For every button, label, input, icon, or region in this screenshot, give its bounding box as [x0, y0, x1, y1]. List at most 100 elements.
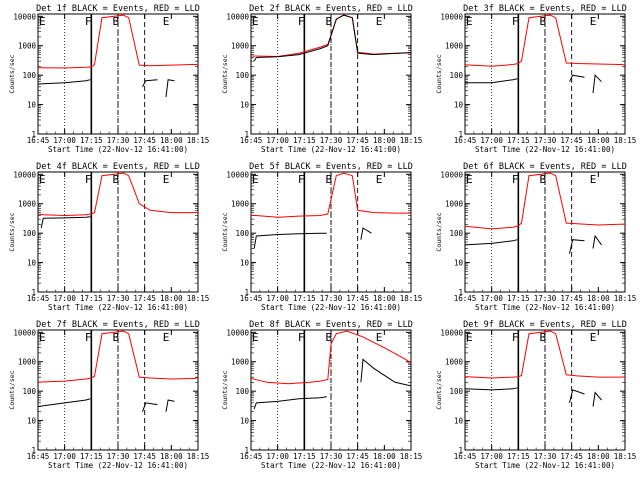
- series-red-lld: [251, 330, 411, 385]
- chart-panel-5: Det 5f BLACK = Events, RED = LLD 1 10 100 10…: [221, 162, 422, 312]
- x-tick-label: 17:45: [133, 136, 156, 145]
- y-axis-label: Counts/sec: [435, 370, 443, 409]
- series-black-events: [592, 391, 602, 407]
- x-tick-label: 18:15: [187, 136, 210, 145]
- y-tick-label: 10000: [13, 170, 36, 179]
- y-tick-label: 10: [454, 259, 464, 268]
- interval-marker-label: E: [163, 15, 170, 28]
- series-black-events: [253, 14, 411, 62]
- chart-title: Det 5f BLACK = Events, RED = LLD: [249, 162, 413, 172]
- y-axis-label: Counts/sec: [435, 212, 443, 251]
- interval-marker-label: F: [298, 173, 305, 186]
- y-tick-label: 10000: [440, 170, 463, 179]
- x-tick-label: 17:30: [320, 452, 343, 461]
- y-tick-label: 1: [244, 288, 249, 297]
- y-tick-label: 10: [27, 259, 37, 268]
- x-tick-label: 17:15: [507, 452, 530, 461]
- interval-marker-label: E: [252, 173, 259, 186]
- y-tick-label: 10: [240, 101, 250, 110]
- interval-marker-label: E: [590, 331, 597, 344]
- series-black-events: [142, 402, 158, 412]
- x-tick-label: 16:45: [454, 294, 477, 303]
- interval-marker-label: B: [326, 331, 333, 344]
- series-black-events: [592, 234, 602, 249]
- y-tick-label: 1: [458, 130, 463, 139]
- interval-marker-label: E: [376, 173, 383, 186]
- x-tick-label: 18:00: [587, 136, 610, 145]
- series-black-events: [38, 398, 91, 409]
- chart-panel-4: Det 4f BLACK = Events, RED = LLD 1 10 100 10…: [8, 162, 209, 312]
- chart-panel-3: Det 3f BLACK = Events, RED = LLD 1 10 100 10…: [435, 4, 636, 154]
- interval-marker-label: B: [326, 15, 333, 28]
- interval-marker-label: B: [113, 173, 120, 186]
- interval-marker-label: E: [39, 15, 46, 28]
- x-tick-label: 17:15: [80, 136, 103, 145]
- series-black-events: [165, 399, 175, 412]
- interval-marker-label: E: [252, 331, 259, 344]
- y-tick-label: 1000: [445, 358, 464, 367]
- x-tick-label: 17:00: [266, 294, 289, 303]
- y-tick-label: 1: [244, 130, 249, 139]
- chart-panel-2: Det 2f BLACK = Events, RED = LLD 1 10 100 10…: [221, 4, 422, 154]
- y-tick-label: 1000: [18, 200, 37, 209]
- y-tick-label: 10: [454, 101, 464, 110]
- y-axis-label: Counts/sec: [221, 54, 229, 93]
- interval-marker-label: F: [512, 331, 519, 344]
- x-tick-label: 17:15: [293, 452, 316, 461]
- x-tick-label: 18:00: [587, 452, 610, 461]
- interval-marker-label: B: [540, 173, 547, 186]
- y-tick-label: 1000: [18, 358, 37, 367]
- x-axis-label: Start Time (22-Nov-12 16:41:00): [261, 145, 401, 154]
- x-tick-label: 17:15: [293, 294, 316, 303]
- y-tick-label: 10000: [226, 328, 249, 337]
- x-tick-label: 17:00: [53, 294, 76, 303]
- x-tick-label: 17:30: [534, 294, 557, 303]
- y-tick-label: 1: [31, 288, 36, 297]
- series-red-lld: [38, 172, 198, 217]
- series-black-events: [165, 79, 175, 98]
- y-tick-label: 1: [31, 446, 36, 455]
- series-red-lld: [465, 172, 625, 230]
- interval-marker-label: F: [512, 173, 519, 186]
- y-tick-label: 100: [449, 387, 463, 396]
- interval-marker-label: E: [376, 15, 383, 28]
- interval-marker-label: F: [85, 173, 92, 186]
- y-tick-label: 10000: [226, 170, 249, 179]
- x-tick-label: 18:00: [160, 294, 183, 303]
- x-tick-label: 17:15: [507, 136, 530, 145]
- series-red-lld: [38, 14, 198, 69]
- series-black-events: [360, 358, 411, 387]
- y-tick-label: 1: [244, 446, 249, 455]
- x-tick-label: 17:30: [107, 452, 130, 461]
- y-tick-label: 10000: [440, 328, 463, 337]
- series-black-events: [465, 78, 518, 85]
- y-axis-label: Counts/sec: [221, 370, 229, 409]
- y-tick-label: 1000: [445, 42, 464, 51]
- x-axis-label: Start Time (22-Nov-12 16:41:00): [48, 303, 188, 312]
- x-axis-label: Start Time (22-Nov-12 16:41:00): [48, 461, 188, 470]
- x-tick-label: 17:30: [107, 136, 130, 145]
- series-red-lld: [38, 330, 198, 383]
- x-tick-label: 16:45: [454, 452, 477, 461]
- x-tick-label: 17:45: [560, 294, 583, 303]
- interval-marker-label: F: [85, 331, 92, 344]
- interval-marker-label: B: [326, 173, 333, 186]
- x-tick-label: 17:45: [560, 136, 583, 145]
- interval-marker-label: B: [540, 15, 547, 28]
- y-tick-label: 1000: [231, 42, 250, 51]
- series-black-events: [253, 232, 327, 249]
- series-black-events: [40, 216, 91, 229]
- interval-marker-label: E: [163, 331, 170, 344]
- interval-marker-label: B: [113, 331, 120, 344]
- chart-title: Det 8f BLACK = Events, RED = LLD: [249, 320, 413, 330]
- y-tick-label: 10: [454, 417, 464, 426]
- chart-title: Det 7f BLACK = Events, RED = LLD: [36, 320, 200, 330]
- x-tick-label: 17:45: [346, 452, 369, 461]
- y-tick-label: 100: [449, 229, 463, 238]
- interval-marker-label: E: [590, 15, 597, 28]
- y-tick-label: 100: [22, 387, 36, 396]
- chart-title: Det 3f BLACK = Events, RED = LLD: [463, 4, 627, 14]
- series-red-lld: [465, 14, 625, 67]
- series-black-events: [569, 74, 585, 82]
- x-axis-label: Start Time (22-Nov-12 16:41:00): [475, 303, 615, 312]
